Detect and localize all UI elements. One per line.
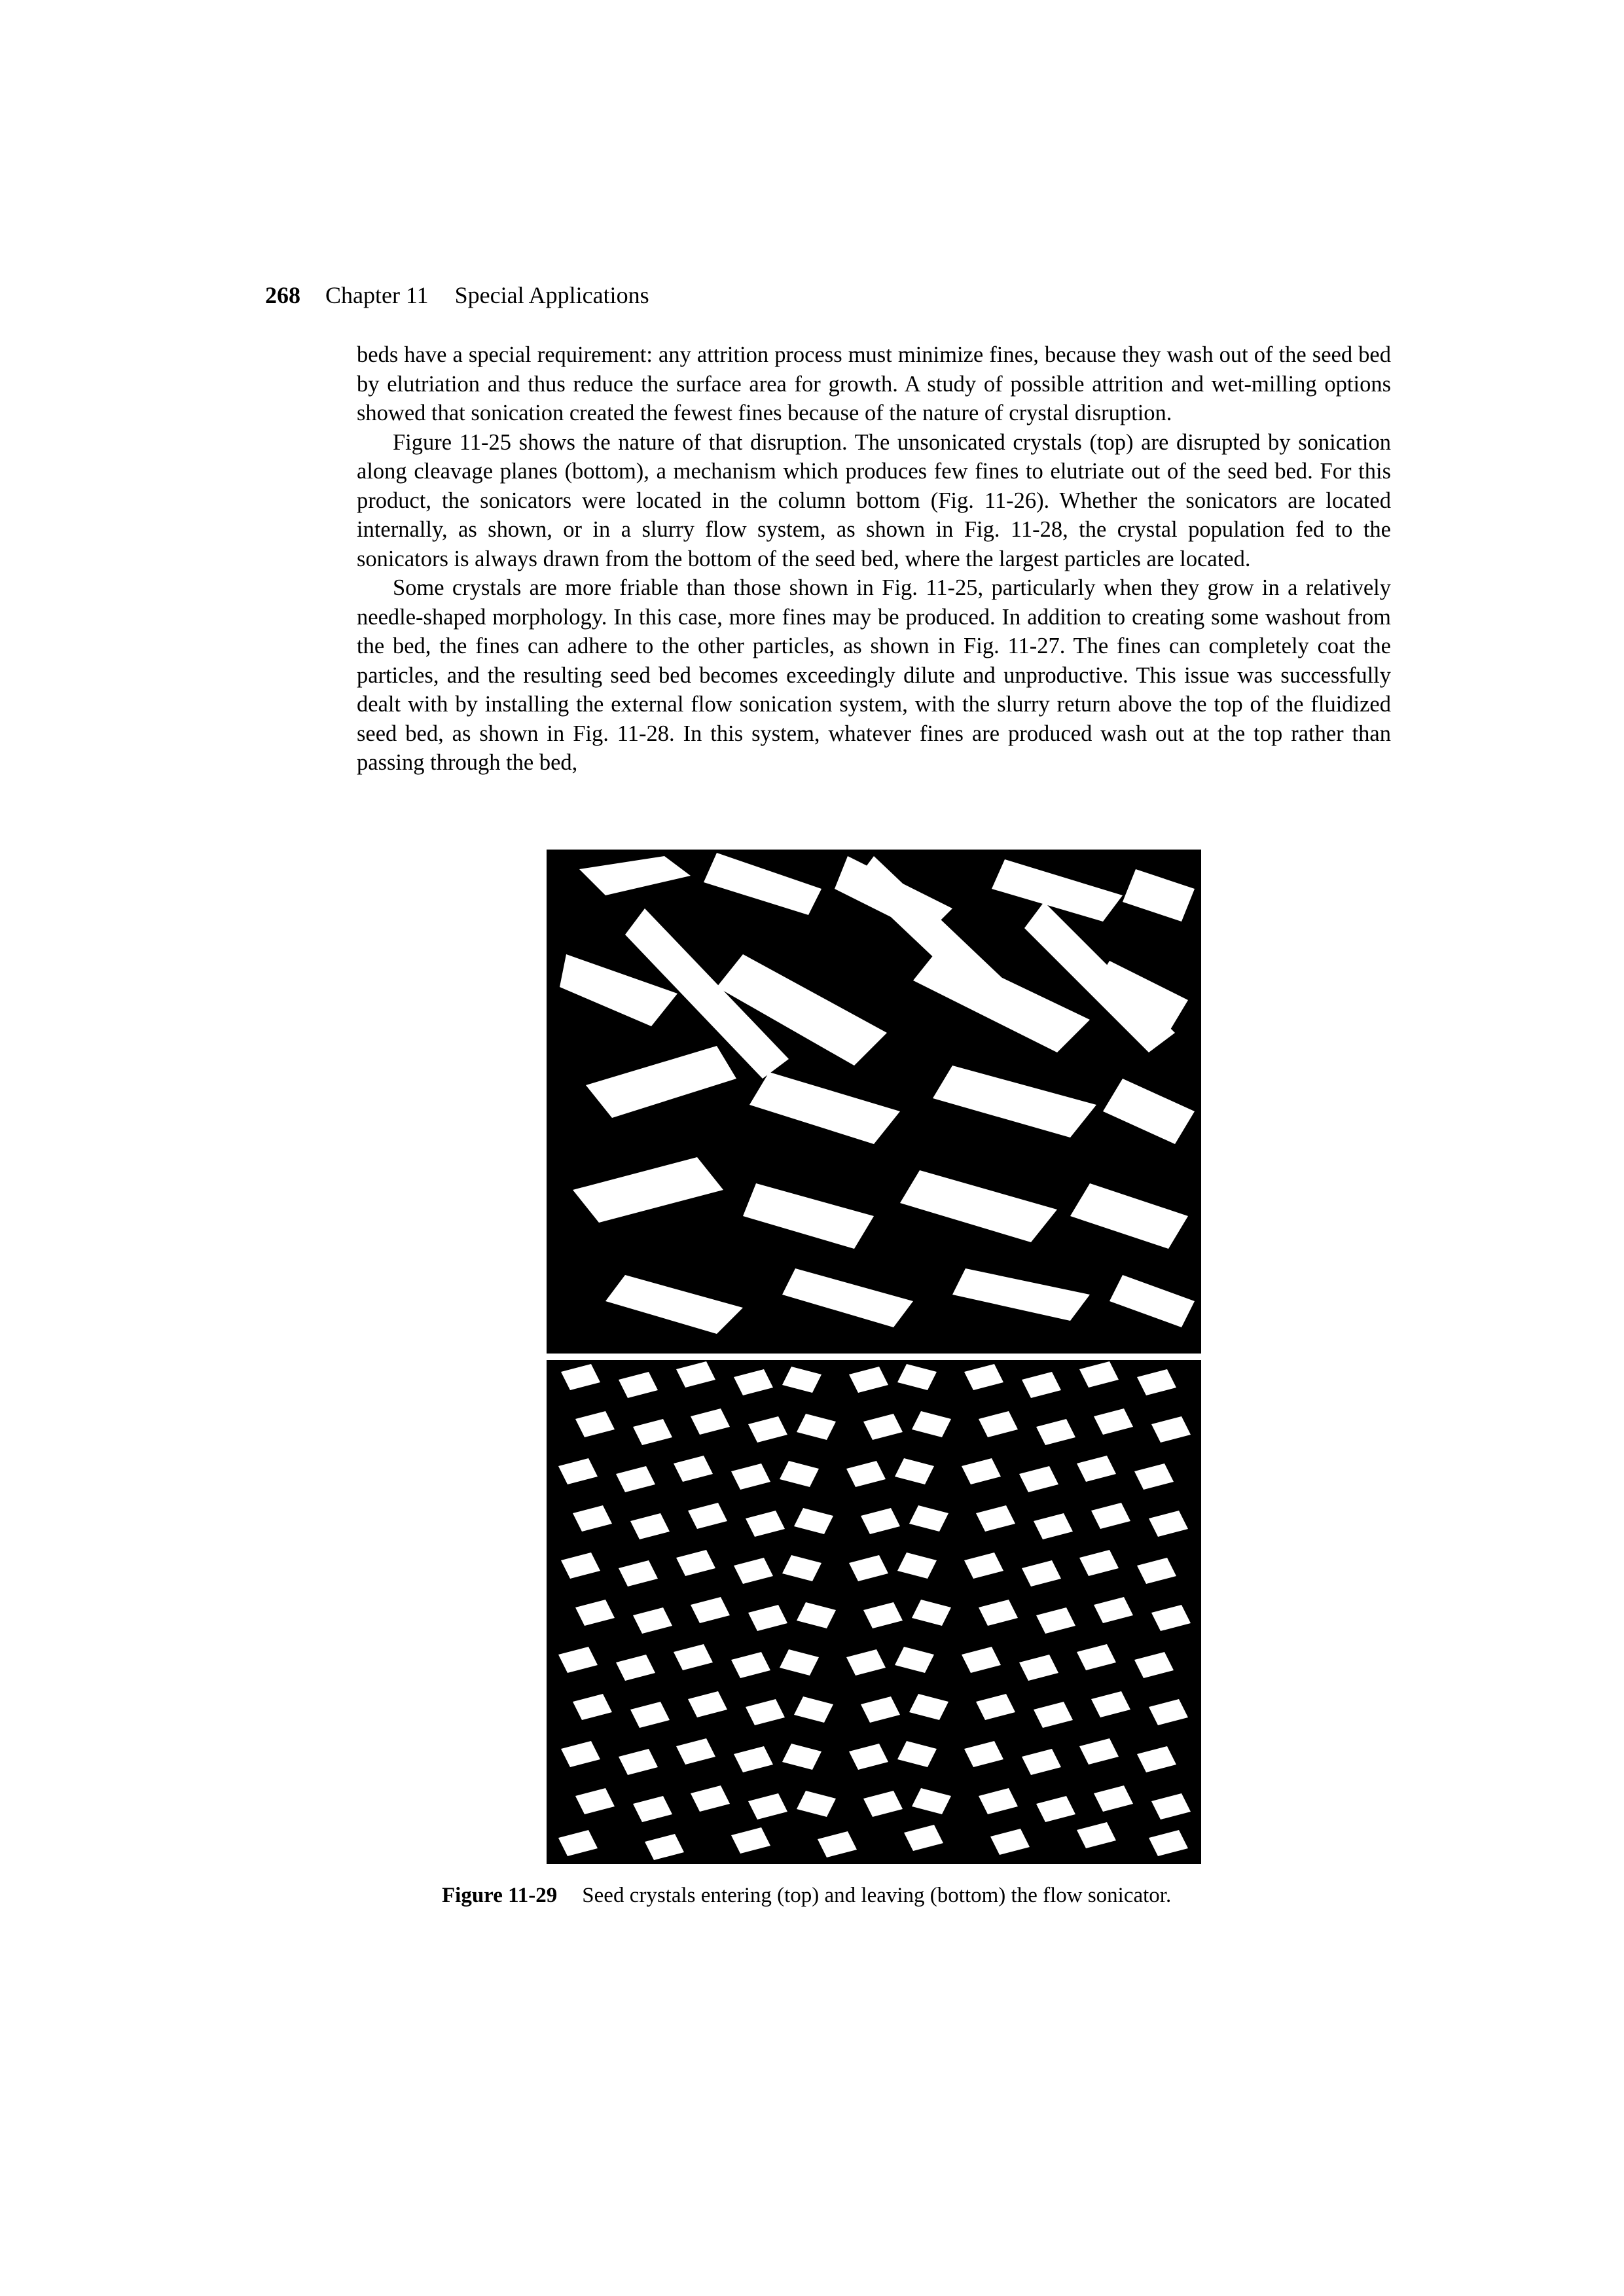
body-text: beds have a special requirement: any att… [357,340,1391,778]
paragraph: Figure 11-25 shows the nature of that di… [357,428,1391,574]
figure-image [547,850,1201,1864]
chapter-label: Chapter 11 [325,281,429,309]
paragraph: beds have a special requirement: any att… [357,340,1391,428]
micrograph-top-icon [547,850,1201,1354]
micrograph-bottom-icon [547,1360,1201,1864]
page-number: 268 [265,281,300,309]
running-header: 268 Chapter 11 Special Applications [265,281,1391,309]
figure-panel-top [547,850,1201,1354]
paragraph: Some crystals are more friable than thos… [357,573,1391,778]
figure: Figure 11-29 Seed crystals entering (top)… [357,850,1391,1908]
figure-panel-bottom [547,1360,1201,1864]
figure-label: Figure 11-29 [442,1884,557,1907]
chapter-title: Special Applications [455,281,649,309]
figure-caption-text: Seed crystals entering (top) and leaving… [582,1884,1171,1907]
page: 268 Chapter 11 Special Applications beds… [265,281,1391,1908]
figure-caption: Figure 11-29 Seed crystals entering (top)… [442,1884,1391,1908]
